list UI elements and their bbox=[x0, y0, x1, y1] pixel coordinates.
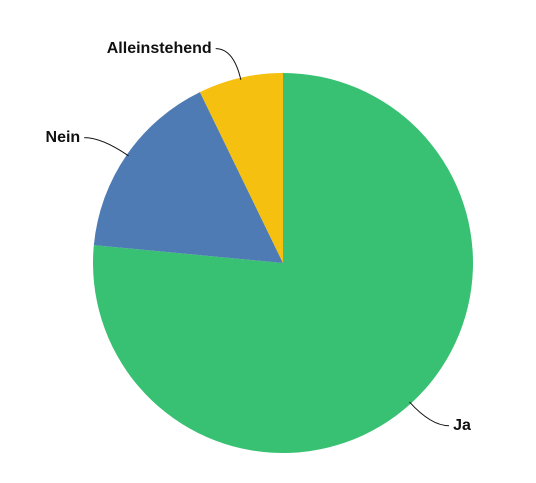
slice-label: Alleinstehend bbox=[107, 40, 212, 57]
slice-label: Nein bbox=[46, 129, 81, 146]
pie-slice bbox=[199, 73, 283, 263]
slice-label: Ja bbox=[453, 417, 471, 434]
pie-slice bbox=[93, 92, 283, 263]
leader-line bbox=[409, 401, 450, 427]
leader-line bbox=[84, 137, 129, 157]
leader-line bbox=[215, 48, 242, 80]
